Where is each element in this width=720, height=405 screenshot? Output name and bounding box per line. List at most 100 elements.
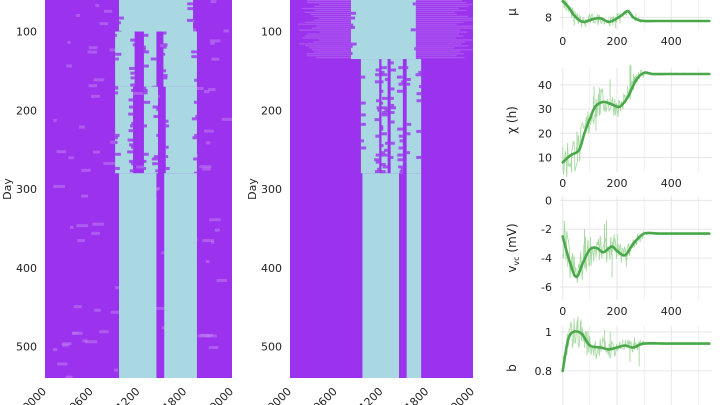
bout-edge: [143, 159, 147, 163]
bout-edge: [130, 76, 135, 80]
heatmap-noise-cell: [210, 240, 215, 244]
bout-edge: [419, 85, 422, 89]
bout-edge: [115, 91, 119, 95]
bout-edge: [390, 96, 394, 100]
active-bout: [143, 31, 157, 87]
bout-edge: [143, 88, 148, 92]
bout-edge: [115, 152, 121, 156]
heatmap-noise-cell: [57, 362, 68, 366]
y-tick-label: -2: [541, 223, 552, 236]
x-tick-label: 1200: [114, 385, 143, 405]
bout-edge: [390, 155, 394, 159]
heatmap-noise-cell: [88, 46, 98, 50]
bout-edge: [115, 86, 119, 90]
bout-edge: [127, 150, 134, 154]
heatmap-noise-cell: [94, 308, 101, 312]
x-tick-label: 0600: [67, 385, 96, 405]
bout-edge: [132, 43, 135, 47]
bout-edge: [115, 57, 119, 61]
bout-edge: [115, 133, 120, 137]
y-tick-label: 0.8: [535, 365, 553, 378]
bout-edge: [374, 118, 380, 122]
y-axis-label: b: [505, 364, 519, 372]
y-axis-label: μ: [505, 8, 519, 16]
bout-edge: [351, 11, 357, 15]
x-tick-label: 400: [661, 305, 682, 318]
bout-edge: [381, 106, 388, 110]
series-smooth-line: [561, 231, 711, 279]
heatmap-noise-cell: [211, 57, 220, 61]
bout-edge: [381, 66, 387, 70]
bout-edge: [163, 45, 167, 49]
bout-edge: [374, 80, 380, 84]
bout-edge: [191, 117, 197, 121]
bout-edge: [143, 100, 151, 104]
bout-edge: [381, 127, 384, 131]
active-bout: [115, 31, 135, 87]
heatmap-noise-cell: [103, 161, 116, 165]
heatmap-noise-cell: [210, 0, 217, 4]
active-bout: [362, 173, 400, 378]
bout-edge: [165, 166, 170, 170]
bout-edge: [351, 16, 356, 20]
heatmap-noise-cell: [93, 150, 100, 154]
bout-edge: [377, 167, 380, 171]
bout-edge: [128, 112, 134, 116]
bout-edge: [129, 169, 134, 173]
bout-edge: [414, 47, 416, 51]
heatmap-noise-cell: [216, 278, 228, 282]
bout-edge: [397, 158, 403, 162]
bout-edge: [163, 69, 167, 73]
heatmap-noise-cell: [208, 346, 219, 350]
bout-edge: [390, 103, 395, 107]
bout-edge: [376, 99, 380, 103]
bout-edge: [381, 163, 386, 167]
bout-edge: [143, 166, 147, 170]
heatmap-noise-cell: [77, 239, 85, 243]
bout-edge: [150, 57, 157, 61]
heatmap-noise-cell: [99, 330, 109, 334]
heatmap-noise-cell: [95, 3, 100, 7]
x-tick-label: 0000: [265, 385, 294, 405]
y-tick-label: 400: [16, 262, 37, 275]
heatmap-noise-cell: [205, 260, 210, 264]
series-smooth-line: [561, 330, 711, 373]
bout-edge: [153, 155, 158, 159]
heatmap-noise-cell: [56, 150, 67, 154]
bout-edge: [156, 133, 158, 137]
heatmap-noise-cell: [114, 368, 118, 372]
heatmap-noise-cell: [214, 228, 220, 232]
bout-edge: [381, 101, 384, 105]
heatmap-noise-cell: [85, 340, 98, 344]
x-tick-label: 1200: [357, 385, 386, 405]
actogram-observed: [45, 0, 232, 378]
x-tick-label: 200: [607, 177, 628, 190]
bout-edge: [151, 157, 158, 161]
heatmap-noise-cell: [76, 13, 80, 17]
bout-edge: [398, 165, 403, 169]
bout-edge: [127, 138, 134, 142]
active-bout: [406, 173, 422, 378]
bout-edge: [397, 89, 403, 93]
active-bout: [360, 59, 380, 174]
heatmap-noise-cell: [65, 375, 73, 378]
bout-edge: [396, 75, 403, 79]
bout-edge: [351, 42, 357, 46]
y-tick-label: 1: [545, 326, 552, 339]
heatmap-noise-cell: [81, 194, 89, 198]
x-tick-label: 0000: [448, 385, 477, 405]
heatmap-noise-cell: [154, 306, 165, 310]
bout-edge: [163, 76, 168, 80]
bout-edge: [416, 129, 422, 133]
bout-edge: [115, 136, 118, 140]
heatmap-noise-cell: [72, 331, 79, 335]
heatmap-noise-cell: [53, 118, 57, 122]
bout-edge: [165, 119, 169, 123]
bout-edge: [360, 122, 366, 126]
bout-edge: [406, 151, 410, 155]
heatmap-noise-cell: [88, 84, 98, 88]
bout-edge: [381, 125, 384, 129]
panel-chi: [560, 64, 712, 178]
bout-edge: [143, 33, 149, 37]
